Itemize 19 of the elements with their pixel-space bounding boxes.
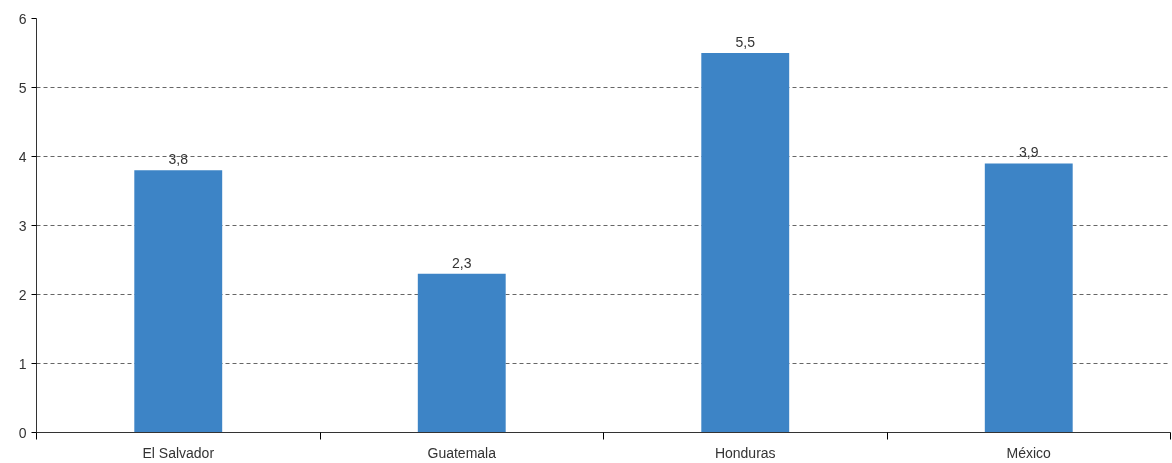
y-tick-label: 4 [18, 148, 27, 165]
y-tick-label: 2 [18, 286, 27, 303]
bar [134, 170, 223, 433]
y-tick-label: 3 [18, 217, 27, 234]
y-tick-label: 5 [18, 79, 27, 96]
data-label: 5,5 [735, 34, 756, 50]
x-tick-label: El Salvador [142, 444, 215, 461]
y-tick-label: 1 [18, 355, 27, 372]
x-tick-label: Guatemala [427, 444, 497, 461]
data-label: 3,9 [1019, 144, 1039, 161]
y-tick-label: 6 [18, 10, 27, 27]
y-tick-label: 0 [18, 424, 27, 441]
data-label: 2,3 [452, 254, 472, 271]
bar [417, 273, 506, 433]
bar [984, 163, 1073, 433]
x-tick-label: México [1006, 444, 1052, 461]
x-tick-label: Honduras [714, 444, 776, 461]
data-label: 3,8 [168, 151, 189, 168]
bar [701, 53, 790, 433]
